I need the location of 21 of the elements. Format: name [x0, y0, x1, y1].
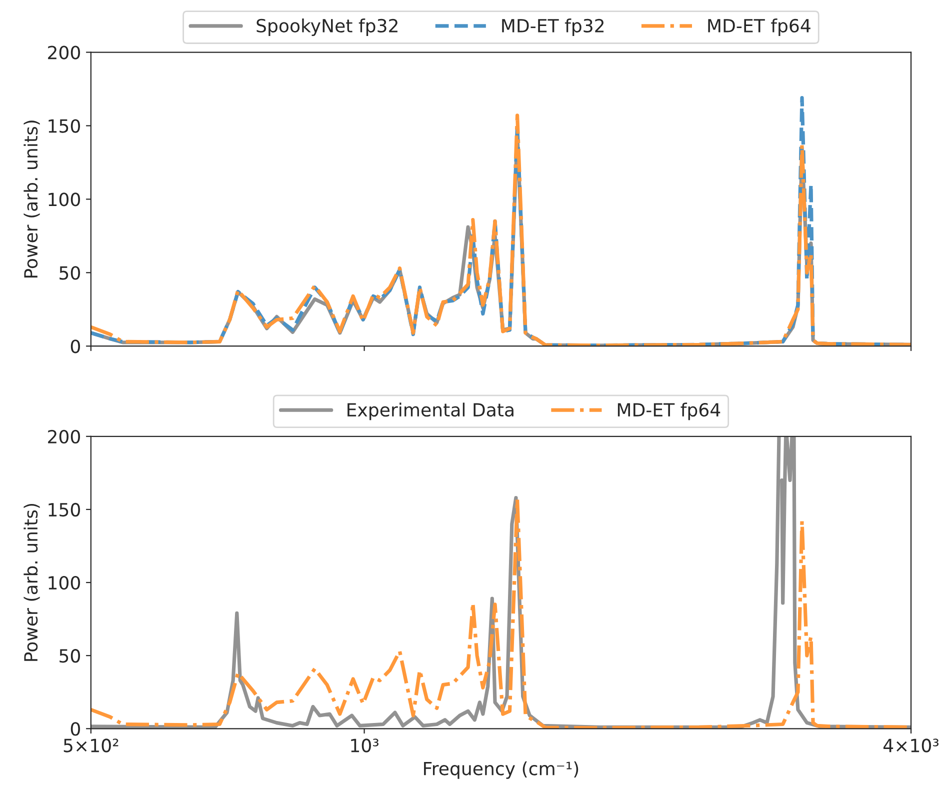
y-tick-label: 100 [48, 192, 80, 206]
y-tick-label: 150 [48, 502, 80, 517]
legend-label: SpookyNet fp32 [256, 18, 398, 36]
y-tick-label: 200 [48, 46, 80, 60]
legend-label: MD-ET fp64 [618, 402, 720, 420]
x-axis-title: Frequency (cm⁻¹) [424, 761, 578, 779]
y-tick-label: 200 [48, 430, 80, 444]
x-tick-label: 4×10³ [883, 738, 939, 752]
legend-label: Experimental Data [348, 402, 514, 420]
y-tick-label: 50 [60, 266, 80, 280]
y-tick-label: 50 [60, 649, 80, 663]
y-tick-label: 0 [70, 340, 80, 354]
y-tick-label: 100 [48, 576, 80, 590]
legend-label: MD-ET fp32 [502, 18, 604, 36]
y-axis-title: Power (arb. units) [24, 504, 40, 661]
x-tick-label: 5×10² [64, 738, 118, 752]
x-tick-label: 10³ [351, 738, 378, 752]
y-axis-title: Power (arb. units) [24, 120, 40, 278]
legend-label: MD-ET fp64 [708, 18, 810, 36]
y-tick-label: 150 [48, 119, 80, 133]
y-tick-label: 0 [70, 722, 80, 736]
